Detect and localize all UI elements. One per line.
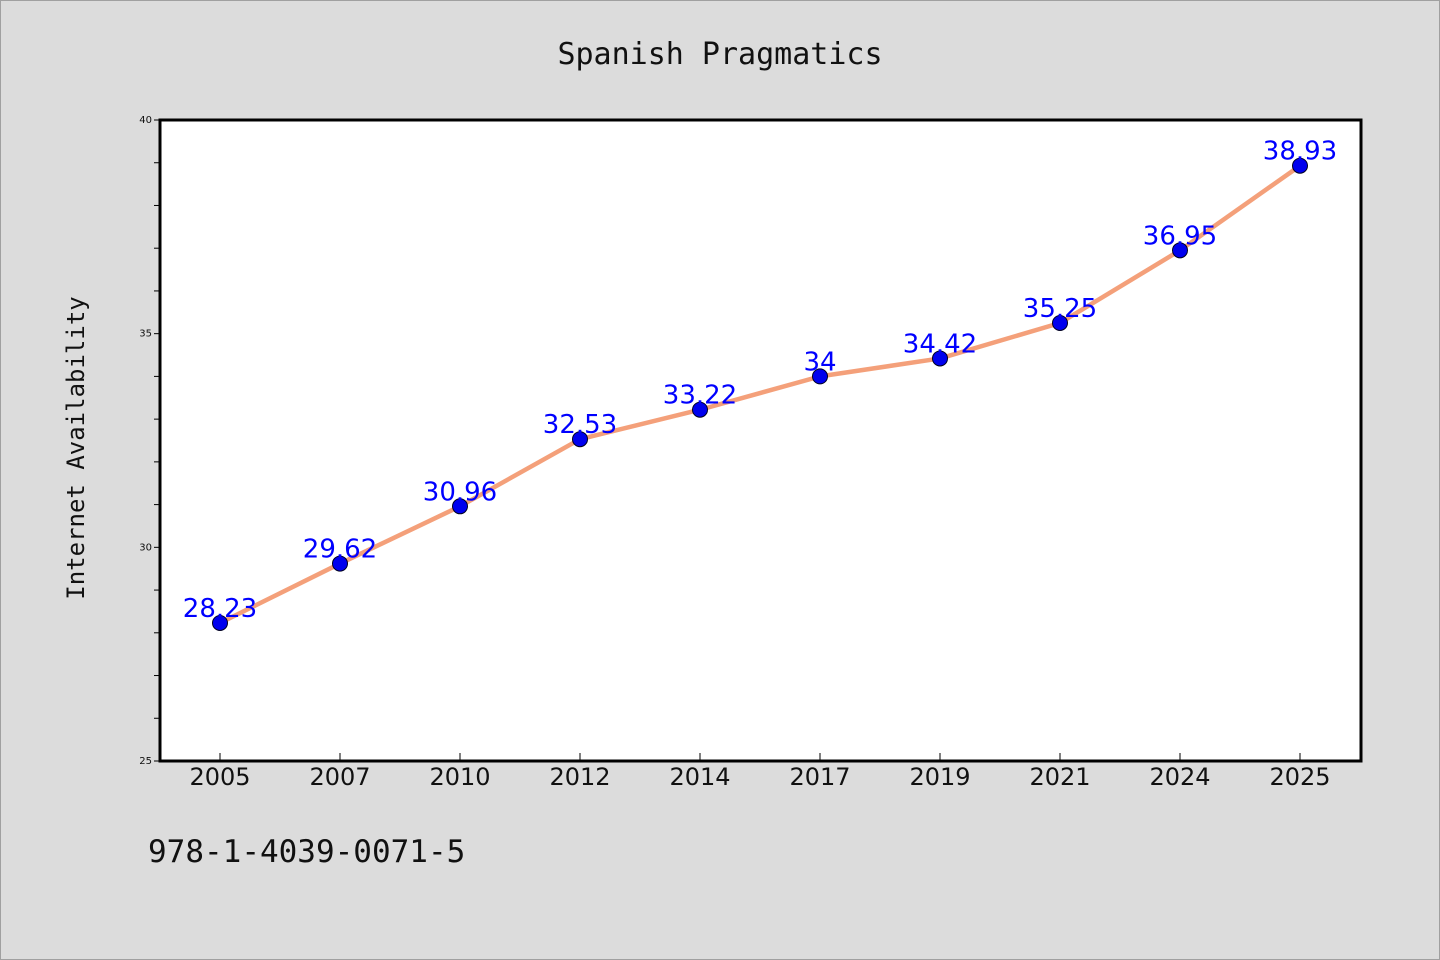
series-line bbox=[217, 163, 1303, 626]
data-label: 34 bbox=[803, 347, 836, 377]
x-tick-label: 2017 bbox=[789, 763, 850, 791]
data-point bbox=[452, 498, 468, 515]
x-tick-label: 2021 bbox=[1029, 763, 1090, 791]
data-point bbox=[212, 614, 228, 631]
y-tick-label: 35 bbox=[139, 329, 152, 340]
y-tick-label: 40 bbox=[139, 115, 152, 126]
data-point bbox=[332, 555, 348, 572]
x-tick-label: 2007 bbox=[309, 763, 370, 791]
data-point bbox=[1292, 157, 1308, 174]
data-label: 29.62 bbox=[303, 535, 377, 565]
data-markers bbox=[212, 157, 1308, 631]
data-point bbox=[692, 401, 708, 418]
footer-isbn-text: 978-1-4039-0071-5 bbox=[148, 834, 466, 870]
data-label: 33.22 bbox=[663, 381, 737, 411]
data-point bbox=[572, 431, 588, 448]
y-tick-label: 25 bbox=[139, 756, 152, 767]
data-label: 35.25 bbox=[1023, 294, 1097, 324]
x-tick-label: 2025 bbox=[1269, 763, 1330, 791]
data-point bbox=[1052, 314, 1068, 331]
series-line-group bbox=[217, 163, 1303, 626]
x-tick-label: 2019 bbox=[909, 763, 970, 791]
data-label: 28.23 bbox=[183, 594, 257, 624]
data-labels: 28.23 29.62 30.96 32.53 33.22 34 34.42 35.25 36.… bbox=[183, 137, 1337, 624]
x-tick-label: 2024 bbox=[1149, 763, 1210, 791]
x-tick-label: 2010 bbox=[429, 763, 490, 791]
data-label: 32.53 bbox=[543, 410, 617, 440]
y-axis-ticks: 25 30 35 40 bbox=[139, 115, 160, 767]
x-axis-ticks: 2005 2007 2010 2012 2014 2017 2019 2021 2024 2025 bbox=[189, 753, 1331, 791]
x-tick-label: 2012 bbox=[549, 763, 610, 791]
data-label: 34.42 bbox=[903, 329, 977, 359]
y-tick-label: 30 bbox=[139, 542, 152, 553]
y-axis-label: Internet Availability bbox=[62, 296, 90, 599]
data-label: 38.93 bbox=[1263, 137, 1337, 167]
data-label: 36.95 bbox=[1143, 221, 1217, 251]
data-label: 30.96 bbox=[423, 477, 497, 507]
data-point bbox=[812, 368, 828, 385]
chart-title: Spanish Pragmatics bbox=[557, 37, 882, 72]
data-point bbox=[932, 350, 948, 367]
x-tick-label: 2014 bbox=[669, 763, 730, 791]
x-tick-label: 2005 bbox=[189, 763, 250, 791]
data-point bbox=[1172, 242, 1188, 259]
plot-area bbox=[158, 118, 1363, 763]
